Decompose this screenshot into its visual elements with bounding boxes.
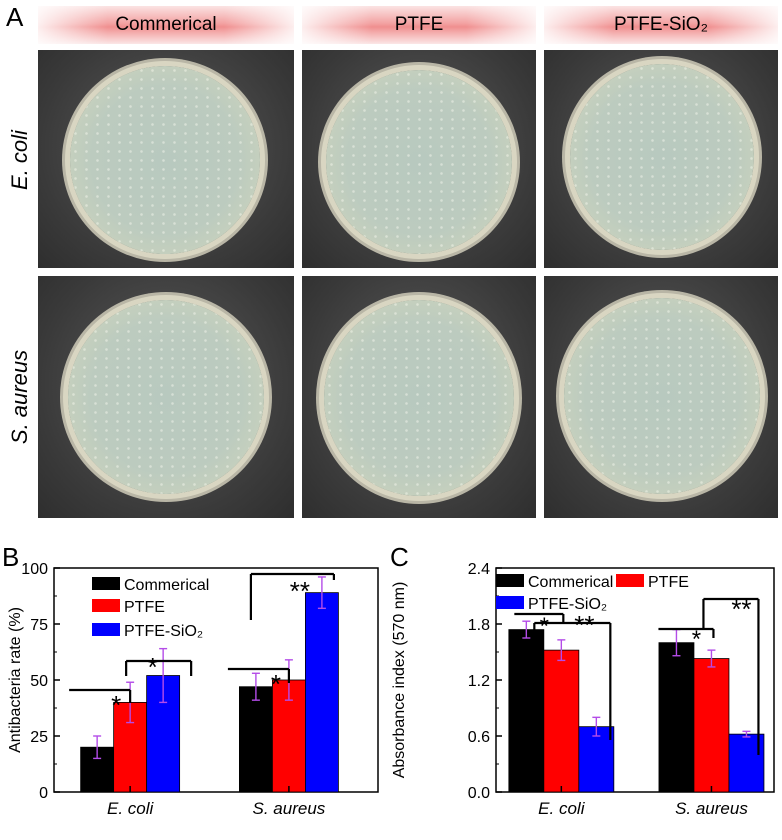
significance-bracket <box>249 572 335 620</box>
panel-letter: B <box>2 542 19 572</box>
y-tick-label: 0 <box>39 785 48 802</box>
column-header-ptfe: PTFE <box>302 6 536 44</box>
y-tick-label: 1.2 <box>468 673 490 690</box>
petri-dish <box>70 66 260 254</box>
petri-dish <box>324 300 514 496</box>
legend-swatch <box>496 596 524 609</box>
legend-swatch <box>92 599 120 612</box>
legend-label: PTFE <box>648 574 689 591</box>
y-axis-label: Antibacteria rate (%) <box>7 607 24 753</box>
row-label-e-coli: E. coli <box>7 130 32 190</box>
y-axis-label: Absorbance index (570 nm) <box>391 582 408 779</box>
x-tick-label: E. coli <box>107 799 155 818</box>
legend-swatch <box>92 577 120 590</box>
legend-label: PTFE-SiO₂ <box>528 596 607 613</box>
significance-bracket <box>69 688 132 703</box>
panel-a-letter: A <box>6 2 24 32</box>
bar-ptfe-sio--1 <box>304 592 339 793</box>
significance-bracket <box>227 667 290 683</box>
petri-dish <box>564 298 760 494</box>
significance-bracket <box>125 659 193 676</box>
petri-dish <box>68 300 264 494</box>
y-tick-label: 2.4 <box>468 561 490 578</box>
legend-swatch <box>496 574 524 587</box>
petri-dish <box>326 70 512 254</box>
significance-star: * <box>271 669 281 699</box>
legend-label: Commerical <box>528 574 613 591</box>
legend-label: Commerical <box>124 577 209 594</box>
bar-commerical-0 <box>508 629 545 793</box>
significance-star: * <box>540 613 549 640</box>
bar-commerical-1 <box>658 642 695 793</box>
y-tick-label: 100 <box>21 561 48 578</box>
legend-swatch <box>616 574 644 587</box>
petri-dish <box>570 64 754 250</box>
panel-letter: C <box>390 542 409 572</box>
plate-photo-saureus-ptfe <box>302 276 536 518</box>
y-tick-label: 25 <box>30 729 48 746</box>
y-tick-label: 0.6 <box>468 729 490 746</box>
significance-star: * <box>148 652 158 682</box>
chart-c: C 0.0 0.6 1.2 1.8 2.4 Absorbance index (570 nm… <box>390 542 775 818</box>
x-tick-label: E. coli <box>538 799 586 818</box>
legend-label: PTFE-SiO₂ <box>124 623 203 640</box>
significance-bracket <box>533 621 612 740</box>
significance-star: ** <box>731 594 751 624</box>
legend-swatch <box>92 623 120 636</box>
legend-label: PTFE <box>124 599 165 616</box>
y-tick-label: 50 <box>30 673 48 690</box>
column-header-ptfe-sio2: PTFE-SiO₂ <box>544 6 778 44</box>
x-tick-label: S. aureus <box>253 799 326 818</box>
significance-bracket <box>658 627 715 638</box>
y-tick-label: 0.0 <box>468 785 490 802</box>
column-header-commerical: Commerical <box>38 6 294 44</box>
y-tick-label: 75 <box>30 617 48 634</box>
row-label-s-aureus: S. aureus <box>7 349 32 445</box>
significance-star: ** <box>290 576 310 606</box>
plate-photo-saureus-ptfe-sio2 <box>544 276 778 518</box>
bar-ptfe-0 <box>543 649 580 793</box>
bar-ptfe-1 <box>693 658 730 793</box>
plate-photo-ecoli-ptfe <box>302 50 536 268</box>
chart-b: B 0 25 50 75 100 Antibacteria rate (%) E. coli S… <box>2 542 379 818</box>
significance-bracket <box>702 597 760 755</box>
plate-photo-saureus-commerical <box>38 276 294 518</box>
plate-photo-ecoli-commerical <box>38 50 294 268</box>
significance-star: ** <box>574 610 594 640</box>
plate-photo-ecoli-ptfe-sio2 <box>544 50 778 268</box>
significance-star: * <box>111 690 121 720</box>
bar-commerical-1 <box>238 686 273 793</box>
bar-ptfe-sio--0 <box>578 726 615 793</box>
significance-star: * <box>692 626 701 653</box>
y-tick-label: 1.8 <box>468 617 490 634</box>
x-tick-label: S. aureus <box>675 799 748 818</box>
